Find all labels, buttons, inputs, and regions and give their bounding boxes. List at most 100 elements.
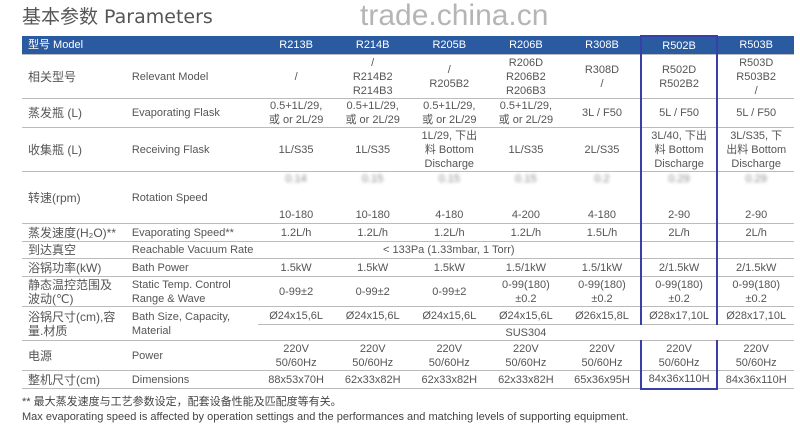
cell-value-text: 0-99±2 bbox=[355, 285, 390, 298]
cell-value-text: Ø28x17,10L bbox=[726, 309, 787, 322]
cell-value: / R214B2 R214B3 bbox=[334, 54, 411, 99]
cell-value: 220V 50/60Hz bbox=[257, 340, 335, 371]
cell-value: 0.5+1L/29, 或 or 2L/29 bbox=[487, 98, 565, 128]
cell-value: 1L/S35 bbox=[257, 127, 335, 172]
cell-value: 1.2L/h bbox=[411, 223, 488, 242]
cell-value-text: 2-90 bbox=[745, 209, 768, 221]
cell-value: 0.5+1L/29, 或 or 2L/29 bbox=[257, 98, 335, 128]
cell-value: 1.2L/h bbox=[487, 223, 565, 242]
cell-value: 0.14 10-180 bbox=[257, 171, 335, 224]
cell-value-text: / R214B2 R214B3 bbox=[352, 56, 393, 97]
cell-value-text: R206D R206B2 R206B3 bbox=[506, 56, 546, 97]
row-label-en: Static Temp. Control Range & Wave bbox=[129, 276, 258, 307]
table-row: 静态温控范围及 波动(℃) Static Temp. Control Range … bbox=[22, 276, 794, 307]
cell-value: Ø24x15,6L bbox=[257, 306, 335, 325]
row-label-cn: 静态温控范围及 波动(℃) bbox=[22, 276, 130, 307]
parameters-table: 型号 Model R213B R214B R205B R206B R308B R502B R5… bbox=[22, 35, 794, 390]
cell-value-text: 0-99(180) ±0.2 bbox=[732, 278, 781, 305]
cell-value-text: 220V 50/60Hz bbox=[581, 342, 623, 369]
cell-value: 220V 50/60Hz bbox=[487, 340, 565, 371]
cell-value: 2/1.5kW bbox=[639, 258, 719, 277]
cell-value-text: 62x33x82H bbox=[344, 373, 401, 386]
cell-value: 1.5/1kW bbox=[487, 258, 565, 277]
cell-value-text: R308D / bbox=[584, 63, 620, 90]
cell-value-text: 4-180 bbox=[435, 209, 464, 221]
cell-value-text: 62x33x82H bbox=[421, 373, 478, 386]
row-label-cn: 转速(rpm) bbox=[22, 171, 130, 224]
cell-value-text: 5L / F50 bbox=[736, 107, 777, 119]
material-value: SUS304 bbox=[257, 324, 794, 341]
cell-value-text: Ø24x15,6L bbox=[345, 309, 400, 322]
cell-value: 1L/S35 bbox=[487, 127, 565, 172]
cell-value-text: 2-90 bbox=[668, 209, 691, 221]
cell-top-value: 0.2 bbox=[594, 173, 610, 185]
cell-value-text: 4-200 bbox=[511, 209, 540, 221]
watermark: trade.china.cn bbox=[360, 0, 549, 32]
cell-value-text: 0.5+1L/29, 或 or 2L/29 bbox=[268, 100, 324, 126]
cell-value-text: 0-99±2 bbox=[432, 285, 467, 298]
cell-value: 1.5L/h bbox=[564, 223, 641, 242]
cell-value: Ø28x17,10L bbox=[639, 306, 719, 325]
cell-value-text: 1.2L/h bbox=[357, 226, 388, 239]
cell-value: 84x36x110H bbox=[717, 370, 794, 389]
cell-value: 1.5kW bbox=[411, 258, 488, 277]
note-en: Max evaporating speed is affected by ope… bbox=[22, 410, 629, 423]
cell-value: 220V 50/60Hz bbox=[411, 340, 488, 371]
cell-value: 3L/S35, 下 出料 Bottom Discharge bbox=[717, 127, 794, 172]
cell-value-text: 10-180 bbox=[278, 209, 314, 221]
cell-value: 3L / F50 bbox=[564, 98, 641, 128]
cell-value-text: 1.2L/h bbox=[280, 226, 312, 239]
cell-value: R503D R503B2 / bbox=[717, 54, 794, 99]
cell-top-value: 0.29 bbox=[668, 173, 690, 185]
row-label-cn: 电源 bbox=[22, 340, 130, 371]
cell-value: 2L/h bbox=[717, 223, 794, 242]
row-label-cn: 到达真空 bbox=[22, 241, 130, 259]
cell-value: 0.5+1L/29, 或 or 2L/29 bbox=[411, 98, 488, 128]
cell-value-text: 84x36x110H bbox=[648, 373, 710, 386]
cell-value-text: / R205B2 bbox=[429, 63, 470, 90]
table-row: 蒸发瓶 (L) Evaporating Flask 0.5+1L/29, 或 or … bbox=[22, 98, 794, 128]
cell-value: 0-99(180) ±0.2 bbox=[487, 276, 565, 307]
cell-value-text: 3L/S35, 下 出料 Bottom Discharge bbox=[726, 129, 787, 170]
table-row: 蒸发速度(H₂O)** Evaporating Speed** 1.2L/h 1.2L… bbox=[22, 223, 794, 242]
cell-value-text: 1L/S35 bbox=[355, 143, 391, 156]
row-label-en: Relevant Model bbox=[129, 54, 258, 99]
cell-value: 62x33x82H bbox=[334, 370, 411, 389]
cell-value-text: 1.5L/h bbox=[586, 226, 618, 239]
cell-value: / bbox=[257, 54, 335, 99]
cell-top-value: 0.29 bbox=[745, 173, 767, 185]
cell-value-text: 0.5+1L/29, 或 or 2L/29 bbox=[498, 100, 554, 126]
cell-value-text: Ø26x15,8L bbox=[575, 309, 629, 322]
row-label-cn: 浴锅尺寸(cm),容 量.材质 bbox=[22, 306, 130, 341]
row-label-en: Bath Size, Capacity, Material bbox=[129, 306, 258, 341]
header-model-r206b: R206B bbox=[487, 36, 565, 55]
cell-value-text: 1.2L/h bbox=[434, 226, 465, 239]
cell-value: 0.15 10-180 bbox=[334, 171, 411, 224]
header-model-r213b: R213B bbox=[257, 36, 335, 55]
cell-value: 0.15 4-200 bbox=[487, 171, 565, 224]
cell-value-text: / bbox=[294, 70, 298, 83]
cell-value: 88x53x70H bbox=[257, 370, 335, 389]
cell-value: Ø28x17,10L bbox=[717, 306, 794, 325]
cell-value: 62x33x82H bbox=[487, 370, 565, 389]
cell-value-text: 220V 50/60Hz bbox=[505, 342, 547, 369]
cell-value: 1.5kW bbox=[334, 258, 411, 277]
content: 型号 Model R213B R214B R205B R206B R308B R502B R5… bbox=[22, 35, 794, 425]
cell-value: 0.5+1L/29, 或 or 2L/29 bbox=[334, 98, 411, 128]
header-model-label: 型号 Model bbox=[22, 36, 258, 55]
footnotes: ** 最大蒸发速度与工艺参数设定，配套设备性能及匹配度等有关。 Max evap… bbox=[22, 395, 794, 425]
cell bbox=[717, 241, 794, 259]
cell-value-text: 2/1.5kW bbox=[658, 261, 700, 274]
row-label-en: Evaporating Speed** bbox=[129, 223, 258, 242]
cell-value: / R205B2 bbox=[411, 54, 488, 99]
row-label-cn: 浴锅功率(kW) bbox=[22, 258, 130, 277]
cell-value-text: 1.5kW bbox=[433, 261, 465, 274]
cell-value-text: 0-99(180) ±0.2 bbox=[655, 278, 703, 305]
cell-value-text: 0-99(180) ±0.2 bbox=[578, 278, 626, 305]
cell-top-value: 0.15 bbox=[438, 173, 460, 185]
row-label-en: Bath Power bbox=[129, 258, 258, 277]
cell-value-text: 62x33x82H bbox=[498, 373, 554, 386]
cell-value: 0.29 2-90 bbox=[717, 171, 794, 224]
row-label-en: Reachable Vacuum Rate bbox=[129, 241, 258, 259]
row-label-cn: 相关型号 bbox=[22, 54, 130, 99]
